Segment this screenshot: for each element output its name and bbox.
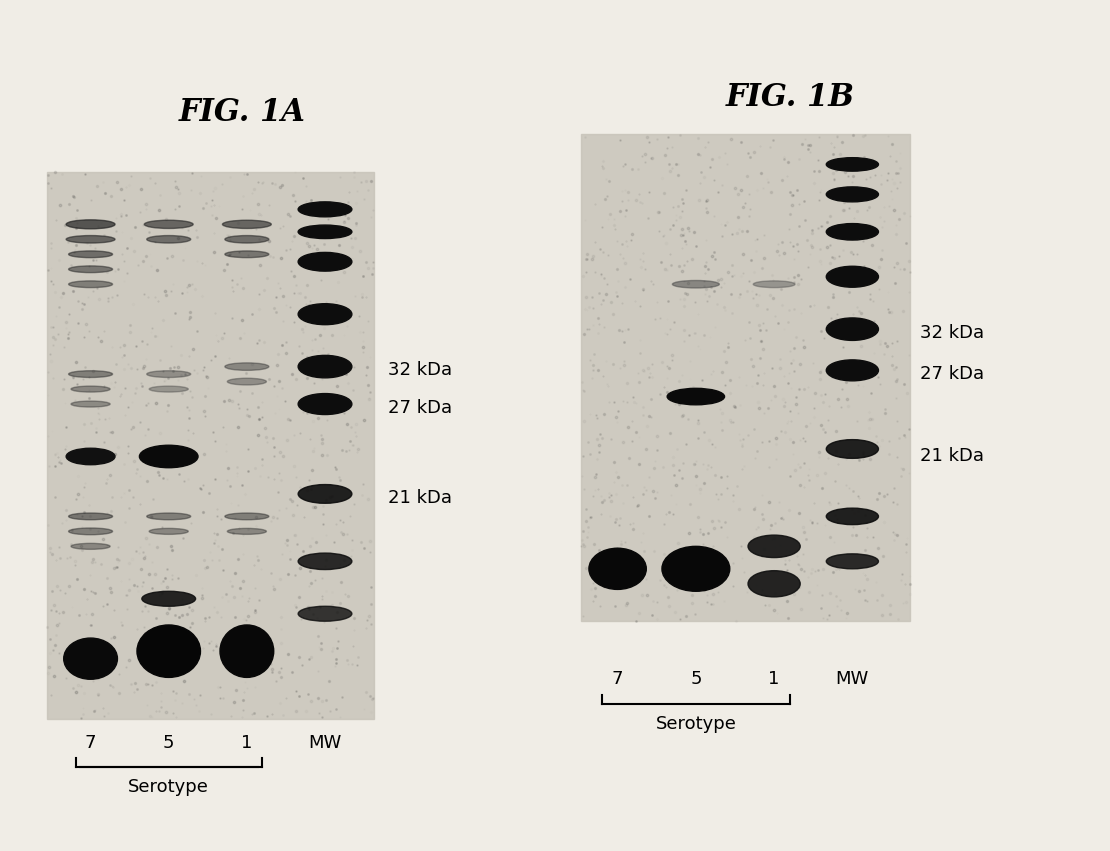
Ellipse shape xyxy=(142,591,195,606)
Ellipse shape xyxy=(147,513,191,520)
Ellipse shape xyxy=(69,528,112,534)
Ellipse shape xyxy=(228,528,266,534)
Ellipse shape xyxy=(149,528,189,534)
Text: 21 kDa: 21 kDa xyxy=(388,488,453,506)
Ellipse shape xyxy=(826,157,878,171)
Text: MW: MW xyxy=(309,734,342,751)
Ellipse shape xyxy=(69,251,112,258)
Text: MW: MW xyxy=(836,670,869,688)
Ellipse shape xyxy=(228,378,266,385)
Ellipse shape xyxy=(67,220,115,229)
Ellipse shape xyxy=(826,554,878,568)
Ellipse shape xyxy=(147,371,191,378)
Ellipse shape xyxy=(826,440,878,459)
Ellipse shape xyxy=(662,546,729,591)
Text: 27 kDa: 27 kDa xyxy=(920,365,985,383)
Ellipse shape xyxy=(225,251,269,258)
Ellipse shape xyxy=(140,445,198,468)
Ellipse shape xyxy=(299,484,352,503)
Ellipse shape xyxy=(71,543,110,550)
Ellipse shape xyxy=(67,236,115,243)
Text: 32 kDa: 32 kDa xyxy=(388,362,453,380)
Bar xyxy=(47,172,374,718)
Ellipse shape xyxy=(147,236,191,243)
Ellipse shape xyxy=(69,281,112,288)
Ellipse shape xyxy=(826,318,878,340)
Ellipse shape xyxy=(67,448,115,465)
Ellipse shape xyxy=(299,225,352,238)
Text: 5: 5 xyxy=(163,734,174,751)
Ellipse shape xyxy=(299,304,352,325)
Ellipse shape xyxy=(225,236,269,243)
Ellipse shape xyxy=(589,548,646,590)
Ellipse shape xyxy=(71,386,110,392)
Ellipse shape xyxy=(299,553,352,569)
Bar xyxy=(582,134,910,621)
Ellipse shape xyxy=(826,224,878,240)
Ellipse shape xyxy=(69,266,112,272)
Ellipse shape xyxy=(826,360,878,381)
Ellipse shape xyxy=(299,356,352,378)
Ellipse shape xyxy=(137,625,201,677)
Text: 21 kDa: 21 kDa xyxy=(920,448,985,465)
Ellipse shape xyxy=(299,393,352,414)
Ellipse shape xyxy=(667,388,725,405)
Text: 27 kDa: 27 kDa xyxy=(388,399,453,417)
Text: 32 kDa: 32 kDa xyxy=(920,324,985,342)
Ellipse shape xyxy=(69,513,112,520)
Text: 7: 7 xyxy=(612,670,624,688)
Text: 7: 7 xyxy=(84,734,97,751)
Text: Serotype: Serotype xyxy=(655,715,736,733)
Ellipse shape xyxy=(826,187,878,202)
Ellipse shape xyxy=(299,202,352,217)
Ellipse shape xyxy=(754,281,795,288)
Ellipse shape xyxy=(826,508,878,524)
Text: 1: 1 xyxy=(768,670,780,688)
Ellipse shape xyxy=(220,625,274,677)
Ellipse shape xyxy=(69,371,112,378)
Ellipse shape xyxy=(222,220,271,228)
Ellipse shape xyxy=(826,266,878,288)
Ellipse shape xyxy=(673,281,719,288)
Ellipse shape xyxy=(144,220,193,228)
Text: 5: 5 xyxy=(690,670,702,688)
Ellipse shape xyxy=(149,386,189,392)
Text: 1: 1 xyxy=(241,734,253,751)
Ellipse shape xyxy=(71,401,110,407)
Ellipse shape xyxy=(63,638,118,679)
Ellipse shape xyxy=(748,571,800,597)
Text: FIG. 1A: FIG. 1A xyxy=(179,97,305,128)
Ellipse shape xyxy=(225,363,269,370)
Text: Serotype: Serotype xyxy=(129,779,209,797)
Text: FIG. 1B: FIG. 1B xyxy=(725,82,855,113)
Ellipse shape xyxy=(299,253,352,271)
Ellipse shape xyxy=(748,535,800,557)
Ellipse shape xyxy=(225,513,269,520)
Ellipse shape xyxy=(299,606,352,621)
